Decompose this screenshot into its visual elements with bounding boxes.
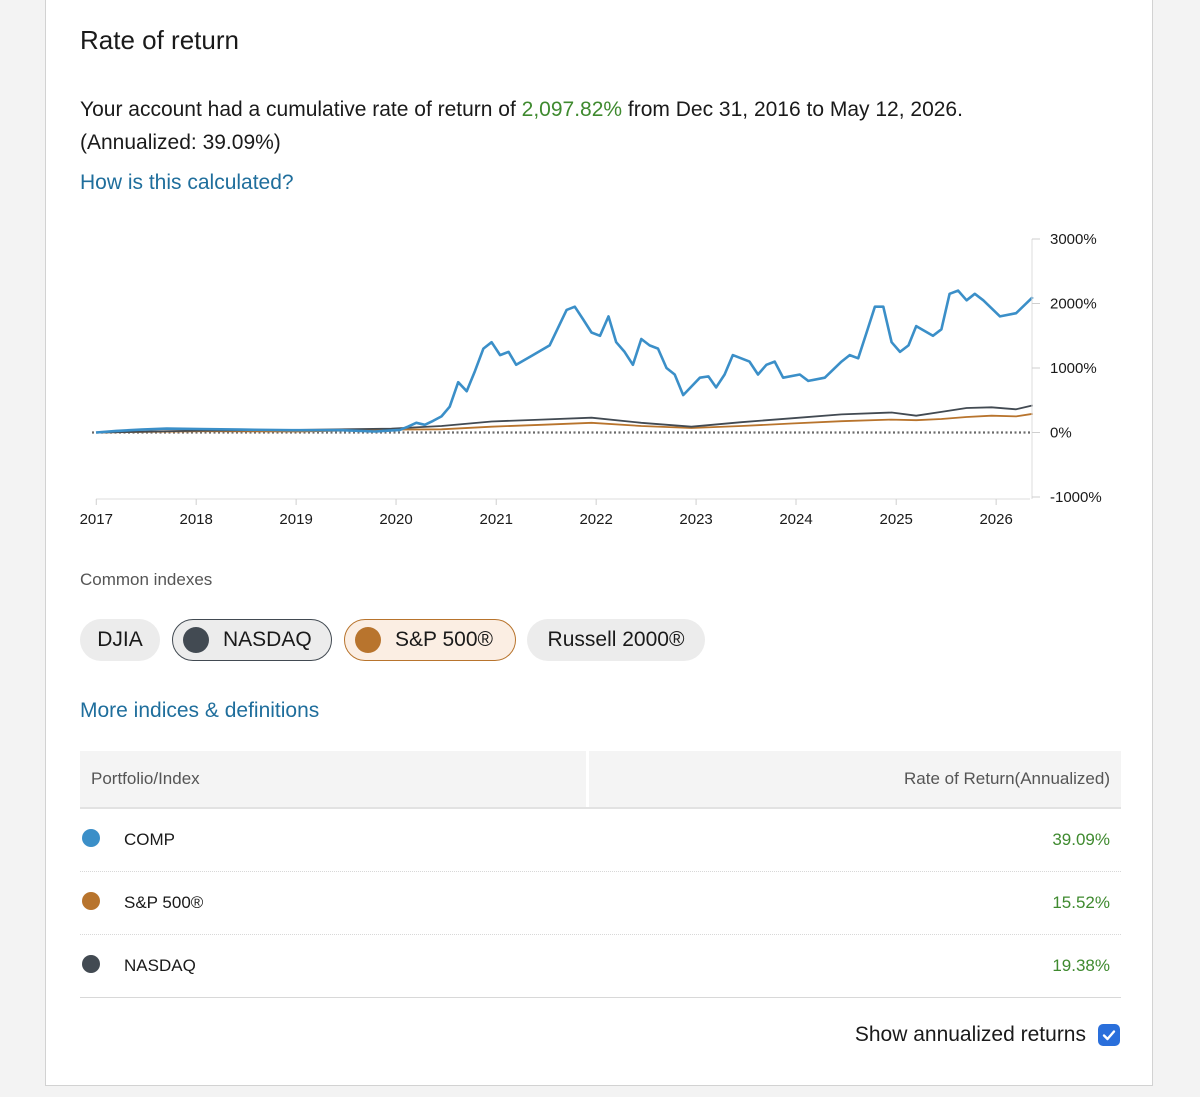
y-tick-label: -1000% bbox=[1050, 489, 1102, 506]
index-chip-djia[interactable]: DJIA bbox=[80, 619, 160, 661]
header-portfolio-index: Portfolio/Index bbox=[91, 769, 200, 788]
how-calculated-link[interactable]: How is this calculated? bbox=[80, 171, 294, 194]
chip-label: DJIA bbox=[97, 628, 143, 651]
chip-label: NASDAQ bbox=[223, 628, 312, 651]
x-tick-label: 2019 bbox=[279, 511, 312, 528]
summary-prefix: Your account had a cumulative rate of re… bbox=[80, 98, 522, 121]
comp-dot-icon bbox=[82, 829, 100, 847]
chip-label: Russell 2000® bbox=[547, 628, 685, 651]
table-row: NASDAQ 19.38% bbox=[80, 935, 1121, 998]
annualized-summary: (Annualized: 39.09%) bbox=[80, 131, 281, 154]
annualized-checkbox[interactable] bbox=[1098, 1024, 1120, 1046]
returns-table: Portfolio/Index Rate of Return(Annualize… bbox=[80, 751, 1121, 998]
sp500-dot-icon bbox=[355, 627, 381, 653]
nasdaq-dot-icon bbox=[82, 955, 100, 973]
annualized-toggle[interactable]: Show annualized returns bbox=[855, 1023, 1120, 1047]
table-header: Portfolio/Index Rate of Return(Annualize… bbox=[80, 751, 1121, 809]
header-rate-of-return: Rate of Return(Annualized) bbox=[903, 769, 1110, 788]
x-tick-label: 2020 bbox=[379, 511, 412, 528]
annualized-toggle-label: Show annualized returns bbox=[854, 1023, 1086, 1046]
cumulative-return-value: 2,097.82% bbox=[521, 98, 623, 121]
x-tick-label: 2026 bbox=[979, 511, 1012, 528]
y-tick-label: 0% bbox=[1050, 425, 1072, 442]
row-value: 19.38% bbox=[1052, 956, 1110, 975]
sp500-dot-icon bbox=[82, 892, 100, 910]
x-tick-label: 2017 bbox=[80, 511, 113, 528]
index-chip-sp500[interactable]: S&P 500® bbox=[344, 619, 516, 661]
row-value: 15.52% bbox=[1052, 893, 1110, 912]
index-chip-russell-2000[interactable]: Russell 2000® bbox=[527, 619, 705, 661]
x-tick-label: 2024 bbox=[779, 511, 812, 528]
header-divider bbox=[586, 751, 589, 807]
row-value: 39.09% bbox=[1052, 830, 1110, 849]
rate-of-return-card: Rate of return Your account had a cumula… bbox=[45, 0, 1153, 1086]
card-title: Rate of return bbox=[80, 25, 239, 55]
x-tick-label: 2022 bbox=[579, 511, 612, 528]
row-name: COMP bbox=[124, 830, 175, 849]
y-tick-label: 3000% bbox=[1050, 231, 1097, 248]
return-summary: Your account had a cumulative rate of re… bbox=[80, 93, 1100, 159]
more-indices-link[interactable]: More indices & definitions bbox=[80, 699, 320, 722]
nasdaq-dot-icon bbox=[183, 627, 209, 653]
y-tick-label: 2000% bbox=[1050, 296, 1097, 313]
common-indexes-label: Common indexes bbox=[80, 570, 213, 589]
summary-date-range: from Dec 31, 2016 to May 12, 2026. bbox=[622, 98, 963, 121]
x-tick-label: 2023 bbox=[679, 511, 712, 528]
x-tick-label: 2018 bbox=[180, 511, 213, 528]
checkmark-icon bbox=[1102, 1030, 1116, 1041]
series-line-comp bbox=[95, 289, 1034, 434]
x-tick-label: 2025 bbox=[880, 511, 913, 528]
y-tick-label: 1000% bbox=[1050, 360, 1097, 377]
row-name: S&P 500® bbox=[124, 893, 204, 912]
series-line-nasdaq bbox=[95, 404, 1034, 434]
row-name: NASDAQ bbox=[124, 956, 196, 975]
index-chip-nasdaq[interactable]: NASDAQ bbox=[172, 619, 332, 661]
table-row: S&P 500® 15.52% bbox=[80, 872, 1121, 935]
table-row: COMP 39.09% bbox=[80, 809, 1121, 872]
x-tick-label: 2021 bbox=[480, 511, 513, 528]
rate-of-return-chart: 2017 2018 2019 2020 2021 2022 2023 2024 2025 2026… bbox=[80, 231, 1102, 528]
chip-label: S&P 500® bbox=[395, 628, 493, 651]
